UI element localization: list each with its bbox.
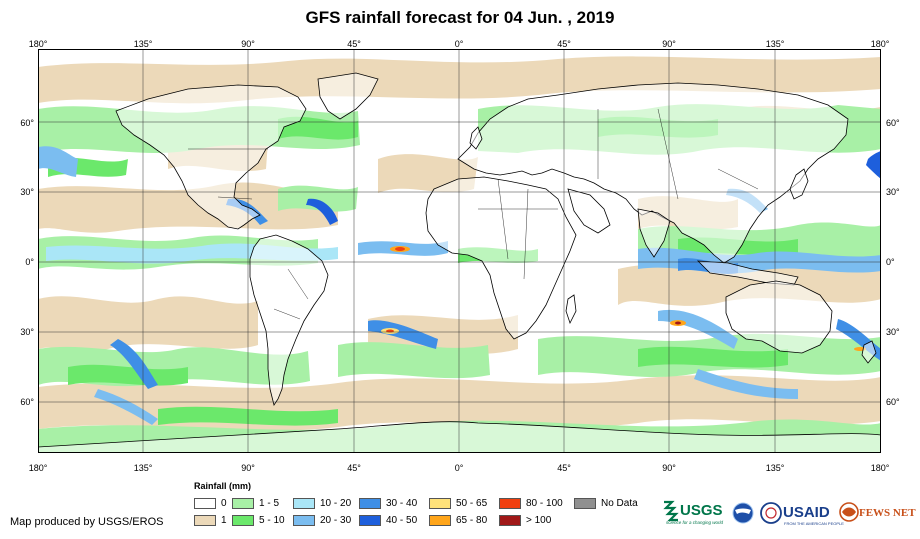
legend-swatch-2 bbox=[232, 498, 254, 509]
usgs-mark-icon bbox=[663, 500, 679, 522]
graticule bbox=[38, 49, 881, 453]
legend-swatch-9 bbox=[429, 515, 451, 526]
usgs-logo: USGS science for a changing world bbox=[663, 500, 724, 525]
legend-label-5: 20 - 30 bbox=[320, 515, 352, 526]
lon-label-bottom-45e: 45° bbox=[557, 463, 571, 473]
lon-label-bottom-45w: 45° bbox=[347, 463, 361, 473]
legend-swatch-7 bbox=[359, 515, 381, 526]
legend-swatch-0 bbox=[194, 498, 216, 509]
lon-label-bottom-90w: 90° bbox=[241, 463, 255, 473]
usaid-logo: USAID FROM THE AMERICAN PEOPLE bbox=[760, 502, 844, 526]
legend-label-12: No Data bbox=[601, 498, 638, 509]
lon-label-top-45w: 45° bbox=[347, 39, 361, 49]
africa-landmass bbox=[425, 176, 577, 340]
legend-label-10: 80 - 100 bbox=[526, 498, 563, 509]
lon-label-top-45e: 45° bbox=[557, 39, 571, 49]
india-landmass bbox=[637, 208, 671, 258]
legend-label-11: > 100 bbox=[526, 515, 552, 526]
antarctica-landmass bbox=[38, 421, 881, 453]
madagascar-landmass bbox=[565, 294, 577, 325]
map-frame bbox=[38, 49, 881, 453]
map-title: GFS rainfall forecast for 04 Jun. , 2019 bbox=[305, 8, 615, 27]
usaid-tagline: FROM THE AMERICAN PEOPLE bbox=[784, 521, 844, 526]
uk-landmass bbox=[469, 126, 483, 150]
lon-label-bottom-0: 0° bbox=[454, 463, 464, 473]
rain-band-heavy bbox=[381, 161, 881, 351]
lon-label-bottom-180w: 180° bbox=[28, 463, 48, 473]
lon-label-top-0: 0° bbox=[454, 39, 464, 49]
legend-swatch-5 bbox=[293, 515, 315, 526]
legend-swatch-11 bbox=[499, 515, 521, 526]
south-america-landmass bbox=[249, 234, 329, 406]
legend-swatch-6 bbox=[359, 498, 381, 509]
lat-label-right-0: 0° bbox=[886, 257, 895, 267]
lat-label-left-60s: 60° bbox=[20, 397, 34, 407]
legend-swatch-12 bbox=[574, 498, 596, 509]
legend-label-2: 1 - 5 bbox=[259, 498, 280, 509]
lon-label-top-90w: 90° bbox=[241, 39, 255, 49]
legend-label-9: 65 - 80 bbox=[456, 515, 488, 526]
fewsnet-logo: FEWS NET bbox=[839, 502, 916, 522]
lat-label-left-30s: 30° bbox=[20, 327, 34, 337]
lon-label-top-90e: 90° bbox=[662, 39, 676, 49]
legend-swatch-10 bbox=[499, 498, 521, 509]
lon-label-top-135e: 135° bbox=[765, 39, 785, 49]
eurasia-landmass bbox=[457, 82, 849, 264]
noaa-circle-icon bbox=[733, 503, 753, 523]
legend-swatch-3 bbox=[232, 515, 254, 526]
legend-label-8: 50 - 65 bbox=[456, 498, 488, 509]
usgs-tagline: science for a changing world bbox=[666, 520, 724, 525]
lon-label-bottom-135w: 135° bbox=[133, 463, 153, 473]
legend-label-3: 5 - 10 bbox=[259, 515, 285, 526]
legend-label-0: 0 bbox=[221, 498, 227, 509]
usgs-wordmark: USGS bbox=[680, 502, 723, 519]
arabia-landmass bbox=[567, 188, 611, 234]
legend-label-1: 1 bbox=[221, 515, 227, 526]
usaid-wordmark: USAID bbox=[783, 504, 830, 521]
legend-label-4: 10 - 20 bbox=[320, 498, 352, 509]
legend-swatch-8 bbox=[429, 498, 451, 509]
credit-text: Map produced by USGS/EROS bbox=[10, 516, 164, 528]
rainfall-map bbox=[38, 49, 881, 453]
lon-label-bottom-180e: 180° bbox=[870, 463, 890, 473]
lat-label-left-0: 0° bbox=[25, 257, 34, 267]
indonesia-landmass bbox=[696, 260, 799, 286]
lon-label-top-180e: 180° bbox=[870, 39, 890, 49]
lon-label-top-135w: 135° bbox=[133, 39, 153, 49]
land-outlines bbox=[38, 72, 881, 453]
noaa-logo bbox=[732, 502, 754, 524]
lon-label-top-180w: 180° bbox=[28, 39, 48, 49]
lat-label-right-60s: 60° bbox=[886, 397, 900, 407]
australia-landmass bbox=[725, 280, 833, 354]
fewsnet-wordmark: FEWS NET bbox=[859, 507, 916, 519]
lat-label-right-30s: 30° bbox=[886, 327, 900, 337]
usaid-seal-icon bbox=[760, 502, 782, 524]
legend-label-7: 40 - 50 bbox=[386, 515, 418, 526]
japan-landmass bbox=[789, 168, 809, 200]
agency-logos: USGS science for a changing world USAID … bbox=[663, 500, 916, 526]
lat-label-left-30n: 30° bbox=[20, 187, 34, 197]
greenland-landmass bbox=[317, 72, 379, 120]
legend-label-6: 30 - 40 bbox=[386, 498, 418, 509]
lon-label-bottom-135e: 135° bbox=[765, 463, 785, 473]
legend-swatch-1 bbox=[194, 515, 216, 526]
legend-swatch-4 bbox=[293, 498, 315, 509]
lat-label-right-60n: 60° bbox=[886, 118, 900, 128]
new-zealand-landmass bbox=[861, 340, 877, 364]
lat-label-left-60n: 60° bbox=[20, 118, 34, 128]
north-america-landmass bbox=[115, 84, 307, 230]
lon-label-bottom-90e: 90° bbox=[662, 463, 676, 473]
legend-title: Rainfall (mm) bbox=[194, 481, 252, 491]
country-borders bbox=[188, 108, 759, 320]
lat-label-right-30n: 30° bbox=[886, 187, 900, 197]
